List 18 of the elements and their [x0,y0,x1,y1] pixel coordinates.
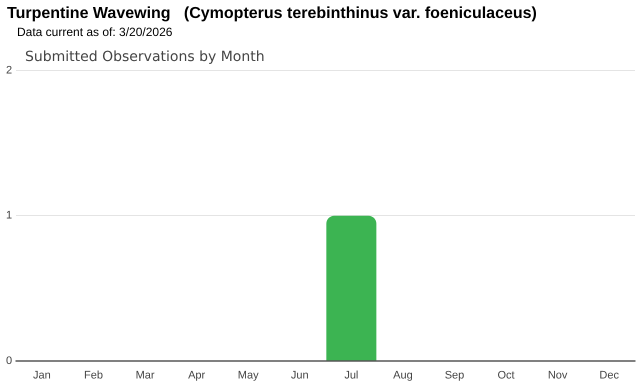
x-tick-label: Mar [136,369,155,382]
x-tick-label: Sep [444,369,464,382]
y-tick-label: 0 [6,354,12,367]
x-tick-label: Oct [498,369,515,382]
chart-subtitle: Data current as of: 3/20/2026 [17,25,172,39]
x-tick-label: May [238,369,260,382]
x-tick-label: Aug [393,369,413,382]
x-tick-label: Dec [599,369,620,382]
x-tick-label: Jan [33,369,51,382]
y-tick-label: 1 [6,210,12,222]
x-tick-label: Nov [548,369,568,382]
text: Submitted Observations by Month [25,49,265,65]
y-tick-label: 2 [6,64,12,77]
x-tick-label: Jul [344,369,358,382]
x-tick-label: Apr [188,369,206,382]
chart-title: Turpentine Wavewing (Cymopterus terebinthinus var. foeniculaceus) [7,5,537,23]
x-tick-label: Feb [84,369,103,382]
x-tick-label: Jun [290,369,309,382]
